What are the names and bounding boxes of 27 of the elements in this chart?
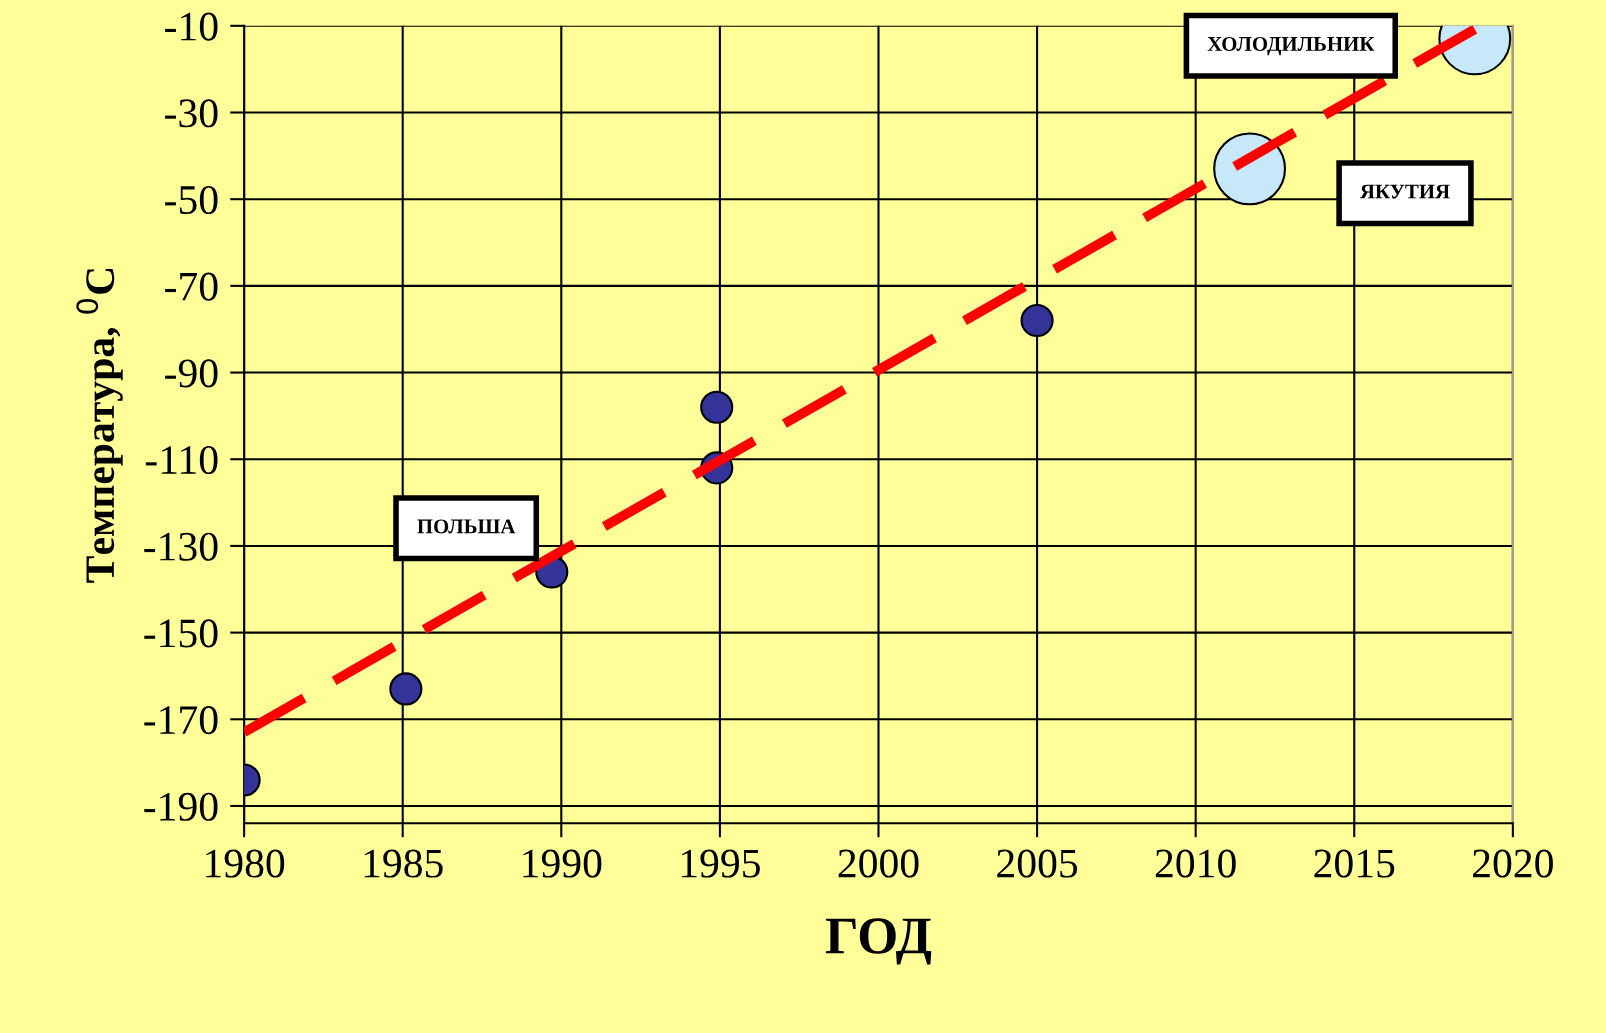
point	[1020, 303, 1054, 338]
y-tick-label: -30	[165, 99, 218, 128]
point	[700, 390, 734, 424]
x-tick-label: 1980	[206, 849, 285, 878]
x-tick-label: 2010	[1155, 849, 1236, 878]
annotation: ЯКУТИЯ	[1359, 184, 1450, 199]
annotation: ПОЛЬША	[417, 519, 516, 534]
y-tick-label: -150	[144, 619, 218, 648]
point	[389, 672, 423, 706]
y-tick-label: -70	[165, 272, 218, 301]
x-tick-label: 2000	[838, 849, 919, 878]
x-tick-label: 2020	[1473, 849, 1553, 878]
x-tick-label: 1985	[364, 849, 443, 878]
x-tick-label: 1990	[523, 849, 602, 878]
annotation: ХОЛОДИЛЬНИК	[1207, 36, 1375, 56]
y-tick-label: -110	[145, 445, 218, 475]
y-tick-label: -130	[144, 532, 218, 561]
x-tick-label: 1995	[681, 849, 760, 878]
y-tick-label: -50	[165, 185, 218, 215]
x-axis-title: ГОД	[825, 918, 932, 965]
y-tick-label: -90	[165, 359, 218, 388]
x-tick-label: 2005	[997, 849, 1078, 878]
y-tick-label: -10	[165, 12, 218, 41]
y-tick-label: -190	[144, 792, 218, 821]
y-tick-label: -170	[144, 706, 218, 735]
x-tick-label: 2015	[1314, 849, 1395, 878]
y-axis-title: Температура, $^{0}$С	[76, 268, 123, 583]
